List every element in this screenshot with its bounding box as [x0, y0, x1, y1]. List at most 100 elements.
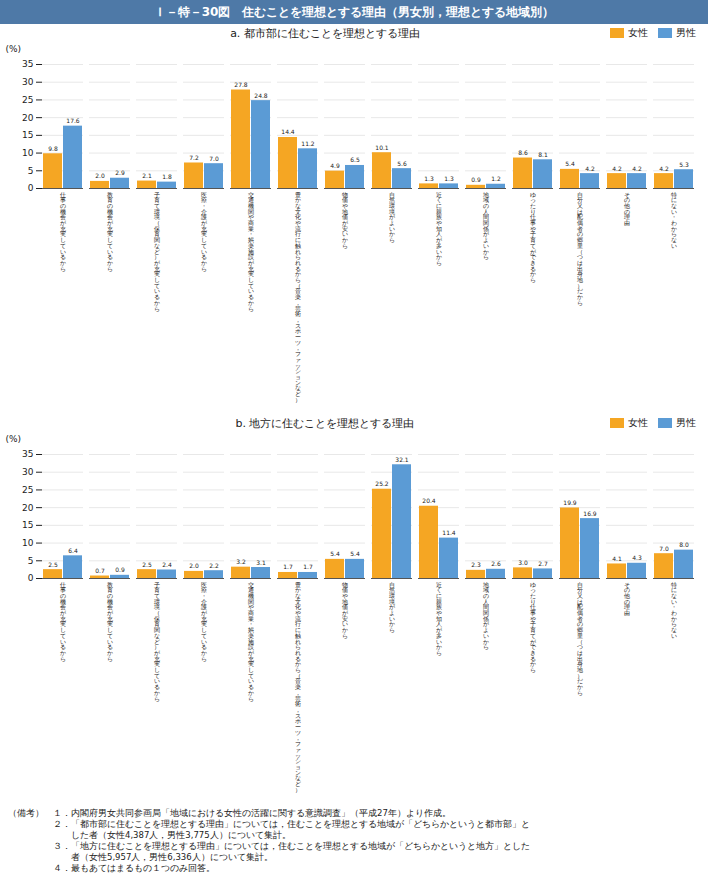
svg-text:14.4: 14.4	[281, 128, 295, 135]
svg-text:20: 20	[22, 503, 34, 513]
svg-text:2.5: 2.5	[142, 561, 152, 568]
svg-text:7.0: 7.0	[209, 155, 219, 162]
svg-text:0: 0	[28, 573, 34, 583]
svg-text:10.1: 10.1	[375, 144, 389, 151]
svg-text:3.1: 3.1	[256, 559, 266, 566]
svg-text:6.4: 6.4	[68, 547, 78, 554]
svg-text:5.4: 5.4	[330, 550, 340, 557]
svg-text:1.3: 1.3	[444, 175, 454, 182]
svg-text:5: 5	[28, 556, 34, 566]
svg-text:特にない・わからない: 特にない・わからない	[671, 581, 677, 639]
svg-text:0: 0	[28, 183, 34, 193]
svg-text:30: 30	[22, 467, 34, 477]
svg-text:25.2: 25.2	[375, 480, 389, 487]
svg-text:2.6: 2.6	[491, 560, 501, 567]
svg-text:4.9: 4.9	[330, 162, 340, 169]
svg-text:自分又は配偶者の郷里（つは出身地）だから: 自分又は配偶者の郷里（つは出身地）だから	[576, 191, 583, 306]
svg-text:近くに親族や知人が多いから: 近くに親族や知人が多いから	[436, 191, 443, 266]
svg-text:4.3: 4.3	[632, 554, 642, 561]
svg-text:2.4: 2.4	[162, 561, 172, 568]
svg-text:20: 20	[22, 113, 34, 123]
svg-text:2.0: 2.0	[189, 562, 199, 569]
svg-text:1.8: 1.8	[162, 173, 172, 180]
svg-text:2.5: 2.5	[48, 561, 58, 568]
svg-text:20.4: 20.4	[422, 497, 436, 504]
svg-text:19.9: 19.9	[563, 499, 577, 506]
svg-text:地域の人間関係がよいから: 地域の人間関係がよいから	[482, 191, 490, 261]
svg-text:5.3: 5.3	[679, 161, 689, 168]
svg-text:15: 15	[22, 520, 33, 530]
svg-text:4.2: 4.2	[585, 165, 595, 172]
svg-text:11.4: 11.4	[442, 529, 456, 536]
svg-text:1.3: 1.3	[424, 175, 434, 182]
svg-text:25: 25	[22, 95, 33, 105]
svg-text:自然環境がよいから: 自然環境がよいから	[388, 581, 396, 634]
svg-text:4.1: 4.1	[612, 555, 622, 562]
svg-text:教育の機会が充実しているから: 教育の機会が充実しているから	[107, 581, 114, 662]
svg-text:32.1: 32.1	[395, 456, 409, 463]
svg-text:27.8: 27.8	[234, 81, 248, 88]
svg-text:0.9: 0.9	[471, 176, 481, 183]
svg-text:0.9: 0.9	[115, 566, 125, 573]
svg-text:豊かな文化や流行に触れられるから（音楽，芸術，スポーツ，ファ: 豊かな文化や流行に触れられるから（音楽，芸術，スポーツ，ファッションなど）	[295, 581, 301, 794]
svg-text:35: 35	[22, 449, 33, 459]
svg-text:ゆったり仕事や子育てができるから: ゆったり仕事や子育てができるから	[529, 191, 537, 284]
svg-text:2.7: 2.7	[538, 560, 548, 567]
svg-text:豊かな文化や流行に触れられるから（音楽，芸術，スポーツ，ファ: 豊かな文化や流行に触れられるから（音楽，芸術，スポーツ，ファッションなど）	[295, 191, 301, 404]
svg-text:交通機関や商業・娯楽施設が充実しているから: 交通機関や商業・娯楽施設が充実しているから	[248, 581, 255, 702]
svg-text:自分又は配偶者の郷里（つは出身地）だから: 自分又は配偶者の郷里（つは出身地）だから	[576, 581, 583, 696]
svg-text:7.0: 7.0	[659, 545, 669, 552]
svg-text:4.2: 4.2	[612, 165, 622, 172]
svg-text:5.4: 5.4	[565, 160, 575, 167]
svg-text:1.7: 1.7	[283, 563, 293, 570]
svg-text:5: 5	[28, 166, 34, 176]
svg-text:地域の人間関係がよいから: 地域の人間関係がよいから	[482, 581, 490, 651]
svg-text:その他の理由: その他の理由	[624, 581, 630, 617]
svg-text:17.6: 17.6	[66, 117, 80, 124]
svg-text:交通機関や商業・娯楽施設が充実しているから: 交通機関や商業・娯楽施設が充実しているから	[248, 191, 255, 312]
svg-text:2.2: 2.2	[209, 562, 219, 569]
svg-text:8.0: 8.0	[679, 541, 689, 548]
svg-text:25: 25	[22, 485, 33, 495]
svg-text:自然環境がよいから: 自然環境がよいから	[388, 191, 396, 244]
svg-text:6.5: 6.5	[350, 156, 360, 163]
svg-text:近くに親族や知人が多いから: 近くに親族や知人が多いから	[436, 581, 443, 656]
svg-text:10: 10	[22, 538, 34, 548]
svg-text:11.2: 11.2	[301, 140, 315, 147]
svg-text:8.6: 8.6	[518, 149, 528, 156]
svg-text:医療・介護が充実しているから: 医療・介護が充実しているから	[201, 191, 208, 272]
svg-text:3.2: 3.2	[236, 558, 246, 565]
svg-text:物価や地価が安いから: 物価や地価が安いから	[341, 581, 349, 639]
svg-text:教育の機会が充実しているから: 教育の機会が充実しているから	[107, 191, 114, 272]
svg-text:2.0: 2.0	[95, 172, 105, 179]
svg-text:7.2: 7.2	[189, 154, 199, 161]
svg-text:3.0: 3.0	[518, 559, 528, 566]
svg-text:5.4: 5.4	[350, 550, 360, 557]
svg-text:物価や地価が安いから: 物価や地価が安いから	[341, 191, 349, 249]
svg-text:0.7: 0.7	[95, 567, 105, 574]
svg-text:4.2: 4.2	[659, 165, 669, 172]
svg-text:2.9: 2.9	[115, 169, 125, 176]
svg-text:その他の理由: その他の理由	[624, 191, 630, 227]
svg-text:2.1: 2.1	[142, 172, 152, 179]
svg-text:仕事の機会が充実しているから: 仕事の機会が充実しているから	[59, 581, 67, 662]
svg-text:子育て環境（保育関など）が充実しているから: 子育て環境（保育関など）が充実しているから	[153, 191, 161, 312]
svg-text:8.1: 8.1	[538, 151, 548, 158]
svg-text:医療・介護が充実しているから: 医療・介護が充実しているから	[201, 581, 208, 662]
svg-text:5.6: 5.6	[397, 160, 407, 167]
svg-text:35: 35	[22, 59, 33, 69]
svg-text:16.9: 16.9	[583, 510, 597, 517]
svg-text:(%): (%)	[6, 434, 22, 444]
svg-text:仕事の機会が充実しているから: 仕事の機会が充実しているから	[59, 191, 67, 272]
svg-text:特にない・わからない: 特にない・わからない	[671, 191, 677, 249]
svg-text:9.8: 9.8	[48, 145, 58, 152]
svg-text:子育て環境（保育関など）が充実しているから: 子育て環境（保育関など）が充実しているから	[153, 581, 161, 702]
svg-text:24.8: 24.8	[254, 92, 268, 99]
svg-text:(%): (%)	[6, 44, 22, 54]
svg-text:10: 10	[22, 148, 34, 158]
svg-text:1.7: 1.7	[303, 563, 313, 570]
svg-text:1.2: 1.2	[491, 175, 501, 182]
svg-text:2.3: 2.3	[471, 561, 481, 568]
svg-text:30: 30	[22, 77, 34, 87]
svg-text:4.2: 4.2	[632, 165, 642, 172]
